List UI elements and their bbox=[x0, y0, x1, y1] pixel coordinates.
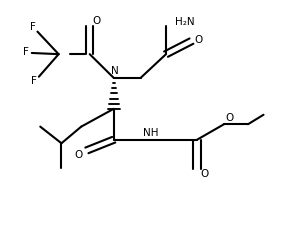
Text: O: O bbox=[200, 169, 208, 179]
Text: O: O bbox=[225, 113, 233, 123]
Text: H₂N: H₂N bbox=[175, 17, 195, 27]
Text: F: F bbox=[31, 76, 37, 87]
Text: F: F bbox=[23, 47, 29, 57]
Text: O: O bbox=[93, 16, 101, 26]
Text: NH: NH bbox=[143, 128, 158, 138]
Text: O: O bbox=[194, 35, 203, 45]
Text: O: O bbox=[74, 150, 83, 160]
Text: N: N bbox=[111, 66, 119, 76]
Text: F: F bbox=[30, 22, 36, 32]
